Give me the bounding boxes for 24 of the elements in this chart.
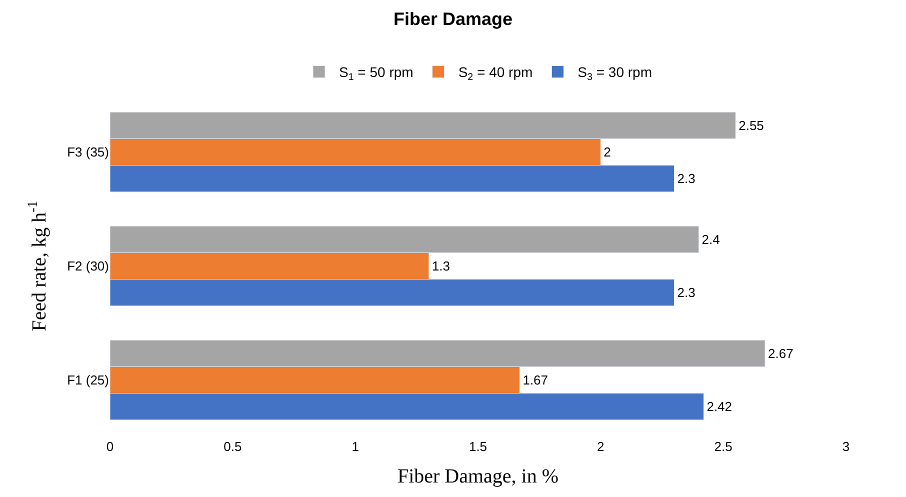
x-tick-label: 0.5 — [224, 439, 242, 454]
x-tick-label: 2 — [597, 439, 604, 454]
y-tick-label: F2 (30) — [67, 258, 109, 274]
x-tick-label: 0 — [106, 439, 114, 454]
y-tick-label: F3 (35) — [67, 144, 109, 160]
legend-label: S$_{3}$ = 30 rpm — [578, 64, 652, 84]
data-label: 2.3 — [677, 285, 696, 300]
data-label: 2.67 — [768, 346, 794, 361]
y-tick-label: F1 (25) — [67, 372, 109, 388]
x-tick-label: 1 — [352, 439, 359, 454]
data-label: 2 — [604, 144, 611, 160]
data-label: 2.3 — [677, 171, 696, 186]
data-label: 1.3 — [432, 258, 450, 274]
x-tick-label: 2.5 — [714, 439, 732, 454]
legend-label: S$_{2}$ = 40 rpm — [458, 64, 533, 84]
chart-title: Fiber Damage — [393, 9, 513, 30]
x-tick-label: 1.5 — [468, 439, 488, 454]
data-label: 2.4 — [702, 232, 720, 247]
x-axis-title: Fiber Damage, in % — [397, 466, 559, 488]
data-label: 2.55 — [738, 118, 764, 133]
data-label: 1.67 — [522, 372, 548, 388]
data-label: 2.42 — [706, 399, 732, 414]
legend-label: S$_{1}$ = 50 rpm — [339, 64, 414, 84]
x-tick-label: 3 — [842, 439, 850, 454]
